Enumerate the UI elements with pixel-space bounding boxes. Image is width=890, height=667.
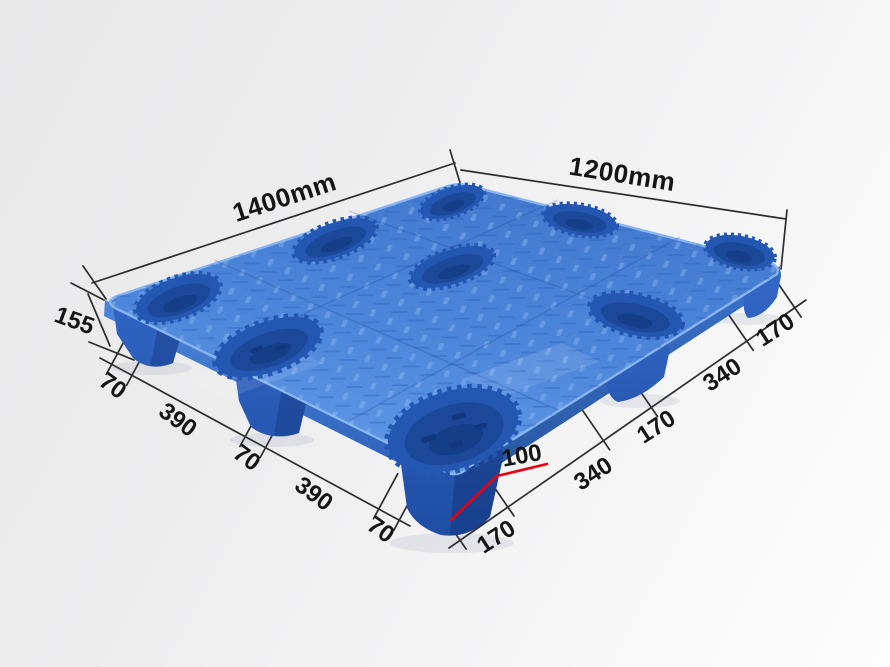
- cup-near-corner: [383, 383, 523, 477]
- leg-height-leader-line: [449, 462, 549, 522]
- pallet-leg-mid-left: [234, 366, 307, 437]
- dim-chain-left-tick: [372, 472, 399, 520]
- dim-ext-width-right: [780, 209, 788, 270]
- pallet-cups: [133, 182, 777, 477]
- pallet-leg-far-left: [113, 305, 181, 367]
- cup-top-corner: [417, 182, 487, 222]
- dim-chain-right-tick: [723, 307, 755, 352]
- deck-texture: [110, 184, 778, 475]
- dim-label-left-seg-1: 390: [154, 397, 202, 442]
- cup-mid-right: [586, 290, 686, 340]
- dim-chain-right-tick: [579, 406, 611, 451]
- cup-center: [407, 243, 497, 291]
- dim-label-width: 1200mm: [567, 151, 677, 197]
- dim-ext-top-corner: [449, 149, 462, 187]
- dim-line-length: [91, 162, 456, 284]
- cup-far-mid: [291, 215, 379, 265]
- dim-height-ref-bottom: [88, 341, 135, 361]
- dim-label-height: 155: [51, 301, 98, 340]
- dim-label-left-seg-3: 390: [290, 471, 338, 516]
- dim-line-width: [460, 169, 787, 220]
- dim-height-measure: [87, 293, 111, 347]
- cup-mid-left: [212, 313, 324, 381]
- leg-shade: [450, 448, 504, 536]
- ground-shadows: [112, 313, 782, 553]
- dim-chain-left: [99, 357, 411, 527]
- leg-height-annotation: 100: [449, 439, 549, 522]
- cup-mid-far-right: [540, 201, 620, 239]
- dim-label-right-seg-2: 170: [632, 405, 680, 449]
- pallet-leg-far-right: [743, 268, 781, 318]
- dim-ext-length-left: [82, 265, 107, 300]
- pallet-leg-mid-right: [606, 342, 670, 402]
- pallet-illustration: [104, 182, 781, 536]
- cup-right-corner: [703, 232, 777, 272]
- dim-label-right-seg-3: 340: [698, 353, 746, 397]
- dim-height-ref-top: [70, 282, 105, 301]
